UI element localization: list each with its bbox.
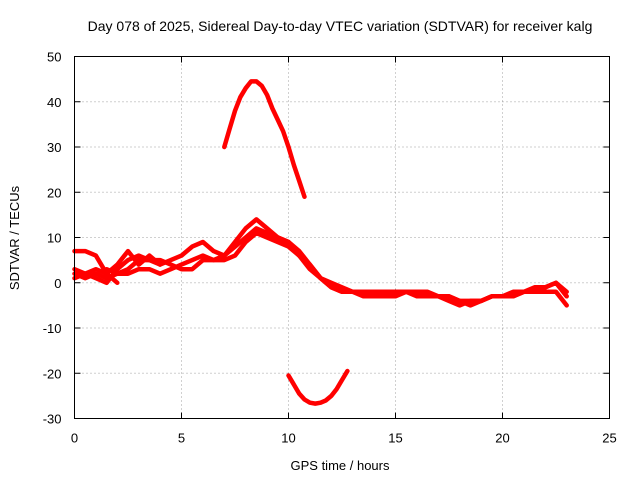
- y-tick-label: 40: [47, 95, 61, 110]
- y-axis-label: SDTVAR / TECUs: [7, 185, 22, 290]
- grid-lines: [74, 56, 610, 419]
- y-tick-label: 30: [47, 140, 61, 155]
- y-tick-label: 0: [54, 276, 61, 291]
- x-axis-label: GPS time / hours: [291, 458, 390, 473]
- y-tick-label: 10: [47, 231, 61, 246]
- x-tick-label: 25: [602, 431, 616, 446]
- y-tick-label: 50: [47, 50, 61, 65]
- series-line-pass-high: [222, 79, 307, 200]
- x-tick-label: 10: [281, 431, 295, 446]
- series-line-track-d: [72, 248, 163, 281]
- series-line-track-e: [104, 230, 569, 308]
- series-line-track-a: [72, 226, 569, 304]
- chart-title: Day 078 of 2025, Sidereal Day-to-day VTE…: [88, 18, 593, 34]
- x-tick-label: 15: [388, 431, 402, 446]
- y-tick-label: -20: [43, 366, 62, 381]
- y-tick-labels: -30 -20 -10 0 10 20 30 40 50: [43, 50, 62, 427]
- x-tick-label: 20: [495, 431, 509, 446]
- x-tick-label: 0: [71, 431, 78, 446]
- y-tick-label: -30: [43, 412, 62, 427]
- series-layer: [72, 79, 569, 406]
- y-tick-label: -10: [43, 321, 62, 336]
- series-line-pass-low: [286, 368, 350, 406]
- x-tick-labels: 0 5 10 15 20 25: [71, 431, 617, 446]
- y-tick-label: 20: [47, 185, 61, 200]
- series-line-track-c: [72, 248, 120, 286]
- axis-ticks: [74, 56, 610, 419]
- x-tick-label: 5: [178, 431, 185, 446]
- series-line-track-b: [72, 217, 569, 308]
